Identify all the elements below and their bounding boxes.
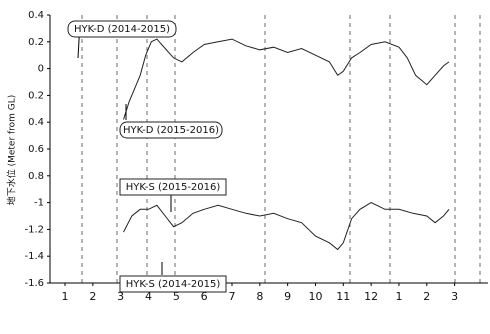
x-tick-label: 1 <box>395 290 402 303</box>
y-tick-label: 0.2 <box>28 90 44 101</box>
x-tick-label: 12 <box>364 290 378 303</box>
x-tick-label: 3 <box>451 290 458 303</box>
x-tick-label: 6 <box>201 290 208 303</box>
y-tick-label: 0.4 <box>28 10 44 21</box>
y-tick-label: 0.4 <box>28 117 44 128</box>
annotation: HYK-D (2015-2016) <box>119 104 223 139</box>
annotation-box <box>119 121 223 139</box>
annotation: HYK-D (2014-2015) <box>67 20 177 59</box>
x-tick-label: 10 <box>308 290 322 303</box>
x-tick-label: 8 <box>256 290 263 303</box>
x-tick-label: 11 <box>336 290 350 303</box>
annotation: HYK-S (2014-2015) <box>119 262 227 293</box>
series-line <box>123 38 450 120</box>
x-tick-label: 1 <box>62 290 69 303</box>
y-tick-label: -1.6 <box>24 278 44 289</box>
y-axis-label: 地下水位 (Meter from GL) <box>6 95 18 206</box>
annotation: HYK-S (2015-2016) <box>119 178 227 212</box>
annotation-label: HYK-S (2014-2015) <box>126 279 221 290</box>
x-tick-label: 3 <box>117 290 124 303</box>
y-tick-label: 0.8 <box>28 171 44 182</box>
annotation-box <box>119 275 227 293</box>
annotation-label: HYK-D (2015-2016) <box>123 125 219 136</box>
annotation-box <box>119 178 227 196</box>
annotation-box <box>67 20 177 38</box>
x-tick-label: 7 <box>228 290 235 303</box>
y-tick-label: -1 <box>34 198 44 209</box>
x-tick-label: 2 <box>423 290 430 303</box>
y-tick-label: 0.2 <box>28 37 44 48</box>
y-tick-label: 0 <box>38 64 44 75</box>
series-line <box>123 202 450 251</box>
annotation-label: HYK-S (2015-2016) <box>126 182 221 193</box>
x-tick-label: 4 <box>145 290 152 303</box>
x-tick-label: 9 <box>284 290 291 303</box>
x-tick-label: 2 <box>89 290 96 303</box>
annotation-label: HYK-D (2014-2015) <box>74 24 170 35</box>
y-tick-label: -1.2 <box>24 224 44 235</box>
y-tick-label: 0.6 <box>28 144 44 155</box>
y-tick-label: -1.4 <box>24 251 44 262</box>
x-tick-label: 5 <box>173 290 180 303</box>
dashed-markers <box>81 15 481 283</box>
